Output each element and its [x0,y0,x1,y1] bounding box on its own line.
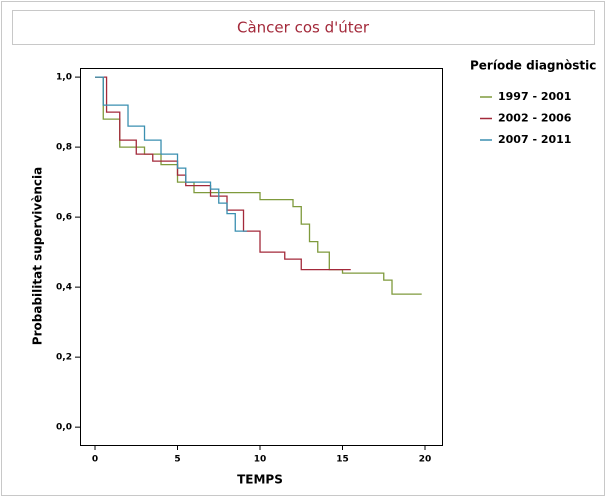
y-tick-label: 1,0 [56,73,72,83]
y-tick-label: 0,4 [56,283,72,293]
x-tick-label: 0 [92,455,98,465]
title-box [12,10,595,45]
y-tick-label: 0,8 [56,143,72,153]
x-tick-label: 10 [254,455,267,465]
legend-label: 1997 - 2001 [498,90,571,103]
legend-title: Període diagnòstic [470,59,596,73]
x-tick-label: 15 [336,455,349,465]
chart-title: Càncer cos d'úter [237,19,370,37]
legend-label: 2007 - 2011 [498,133,571,146]
plot-area [80,68,443,446]
y-tick-label: 0,6 [56,213,72,223]
y-axis-label: Probabilitat supervivència [31,167,45,345]
legend-label: 2002 - 2006 [498,112,572,125]
x-axis-label: TEMPS [237,473,283,487]
survival-line [95,76,422,295]
survival-line [95,76,247,232]
x-tick-label: 5 [174,455,180,465]
x-tick-label: 20 [419,455,432,465]
survival-line [95,76,351,271]
y-tick-label: 0,2 [56,353,72,363]
y-tick-label: 0,0 [56,423,72,433]
